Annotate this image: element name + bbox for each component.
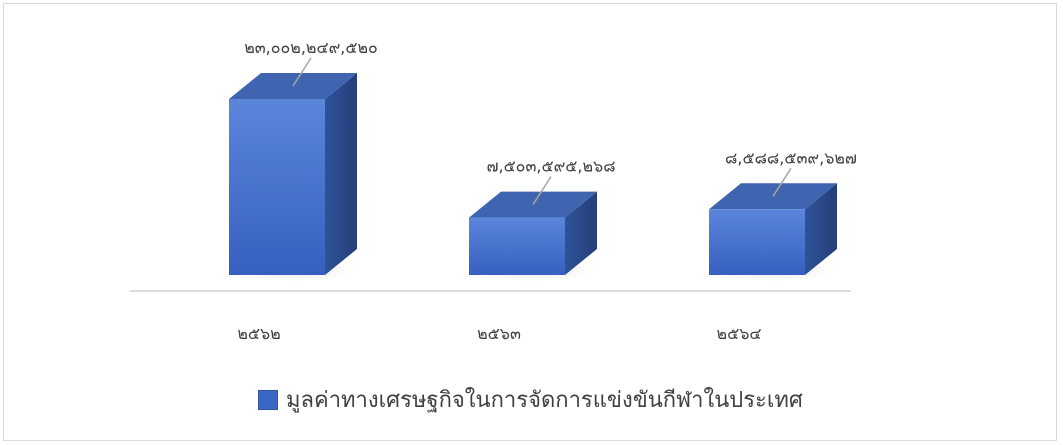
bar <box>229 99 325 275</box>
data-label-leader <box>772 167 792 197</box>
bar-side <box>565 191 597 275</box>
data-label: ๒๓,๐๐๒,๒๔๙,๕๒๐ <box>244 38 378 57</box>
legend-swatch <box>258 389 278 410</box>
bar-side <box>325 73 357 275</box>
x-tick-label: ๒๕๖๒ <box>237 324 280 343</box>
x-tick-labels: ๒๕๖๒ ๒๕๖๓ ๒๕๖๔ <box>237 324 761 343</box>
data-label: ๗,๕๐๓,๕๙๕,๒๖๘ <box>486 157 615 176</box>
legend-label: มูลค่าทางเศรษฐกิจในการจัดการแข่งขันกีฬาใ… <box>286 388 803 413</box>
bar <box>709 209 805 275</box>
legend: มูลค่าทางเศรษฐกิจในการจัดการแข่งขันกีฬาใ… <box>258 382 803 417</box>
x-tick-label: ๒๕๖๓ <box>477 324 521 343</box>
bar-side <box>805 183 837 275</box>
x-tick-label: ๒๕๖๔ <box>717 324 762 343</box>
data-label-leader <box>532 176 552 205</box>
bar <box>469 217 565 275</box>
data-label-leader <box>292 57 312 87</box>
data-label: ๘,๕๘๘,๕๓๙,๖๒๗ <box>725 148 857 167</box>
